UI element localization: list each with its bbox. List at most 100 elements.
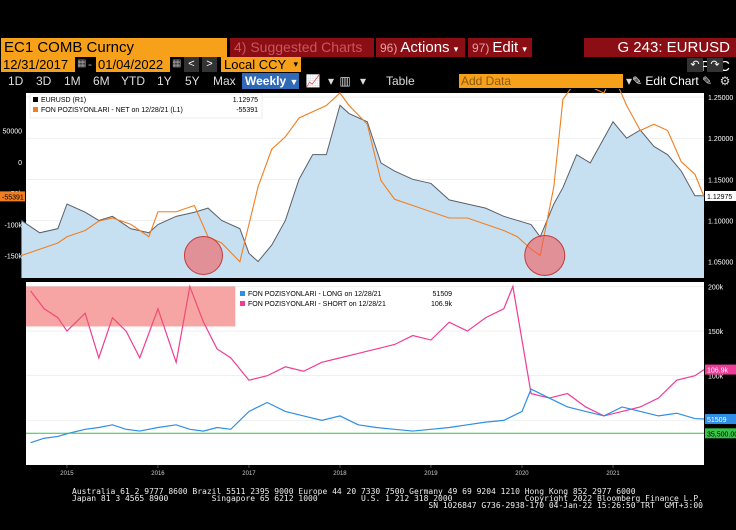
dropdown-arrow-icon[interactable]: ▾ — [327, 74, 335, 88]
footer-line-1: Australia 61 2 9777 8600 Brazil 5511 239… — [72, 487, 636, 496]
right-tick-label: 1.20000 — [708, 136, 733, 143]
actions-num: 96) — [380, 41, 398, 55]
actions-label: Actions — [400, 39, 450, 56]
net-line — [21, 89, 705, 263]
left-tick-label: -100k — [4, 222, 22, 229]
table-button[interactable]: Table — [386, 74, 415, 88]
highlight-rect-short — [26, 286, 236, 327]
left-tick-label: 50000 — [3, 129, 23, 136]
dropdown-arrow-icon: ▼ — [289, 77, 299, 87]
x-tick-label: 2018 — [333, 471, 347, 477]
highlight-circle-2016 — [183, 236, 223, 275]
eurusd-last-label-bg — [705, 190, 736, 201]
short-last-label-bg — [705, 364, 736, 375]
reference-last-label: 35,500.00 — [707, 431, 736, 438]
x-tick-label: 2020 — [515, 471, 529, 477]
legends: EURUSD (R1) 1.12975 FON POZISYONLARI - NET… — [29, 93, 452, 308]
start-date-field[interactable]: 12/31/2017 — [1, 57, 75, 72]
dropdown-arrow-icon: ▾ — [453, 44, 459, 54]
suggested-num: 4) — [234, 39, 247, 55]
lower-series — [26, 284, 705, 444]
legend-value: 51509 — [433, 291, 453, 298]
suggested-charts-button[interactable]: 4) Suggested Charts — [230, 38, 374, 57]
edit-chart-label: Edit Chart — [645, 74, 699, 88]
period-1d[interactable]: 1D — [8, 74, 24, 88]
upper-legend: EURUSD (R1) 1.12975 FON POZISYONLARI - NET… — [29, 93, 263, 119]
eurusd-area — [21, 105, 705, 278]
lower-legend: FON POZISYONLARI - LONG on 12/28/21 51509… — [240, 291, 452, 308]
edit-label: Edit — [492, 39, 519, 56]
x-tick-label: 2016 — [151, 471, 165, 477]
legend-label: FON POZISYONLARI - NET on 12/28/21 (L1) — [41, 107, 183, 114]
upper-series — [21, 89, 705, 278]
edit-button[interactable]: 97) Edit ▾ — [468, 38, 532, 57]
long-last-label-bg — [705, 414, 736, 425]
right-tick-label: 100k — [708, 374, 724, 381]
long-line — [30, 388, 705, 444]
short-last-label: 106.9k — [707, 368, 729, 375]
suggested-label: Suggested Charts — [250, 39, 363, 55]
left-tick-label: 0 — [18, 160, 22, 167]
dropdown-arrow-icon[interactable]: ▾ — [359, 74, 367, 88]
upper-legend-box — [29, 93, 263, 119]
calendar-icon[interactable]: ▦ — [77, 58, 87, 69]
axes: 1.25000 1.20000 1.15000 1.10000 1.05000 50000… — [0, 95, 736, 477]
footer-line-3: SN 1026847 G736-2938-170 04-Jan-22 15:26… — [72, 501, 703, 510]
right-tick-label: 1.10000 — [708, 218, 733, 225]
net-last-label: -55391 — [2, 194, 24, 201]
security-field[interactable]: EC1 COMB Curncy — [1, 38, 227, 57]
actions-button[interactable]: 96) Actions ▾ — [376, 38, 465, 57]
legend-swatch — [33, 97, 38, 102]
pencil-icon: ✎ — [632, 74, 643, 88]
dropdown-arrow-icon: ▾ — [522, 44, 527, 54]
x-tick-label: 2015 — [60, 471, 74, 477]
legend-value: -55391 — [236, 107, 258, 114]
period-1y[interactable]: 1Y — [157, 74, 172, 88]
period-3d[interactable]: 3D — [36, 74, 52, 88]
edit-num: 97) — [472, 41, 490, 55]
end-date-field[interactable]: 01/04/2022 — [96, 57, 170, 72]
edit-chart-button[interactable]: ✎ Edit Chart — [632, 73, 699, 89]
legend-label: FON POZISYONLARI - SHORT on 12/28/21 — [248, 301, 386, 308]
legend-value: 1.12975 — [233, 97, 258, 104]
calendar-icon[interactable]: ▦ — [172, 58, 182, 69]
reference-last-label-bg — [705, 428, 736, 439]
dropdown-arrow-icon[interactable]: ▾ — [625, 74, 633, 88]
right-tick-label: 150k — [708, 329, 724, 336]
settings-icon[interactable]: ✎ — [701, 74, 713, 88]
period-1m[interactable]: 1M — [64, 74, 81, 88]
x-tick-label: 2017 — [242, 471, 256, 477]
right-tick-label: 1.05000 — [708, 260, 733, 267]
function-title: G 243: EURUSD CFTC — [584, 38, 736, 75]
undo-icon[interactable]: ↶ — [687, 58, 703, 72]
date-separator: - — [88, 57, 92, 71]
dropdown-arrow-icon: ▾ — [293, 59, 298, 69]
chevron-left-icon[interactable]: < — [184, 57, 199, 72]
period-max[interactable]: Max — [213, 74, 236, 88]
period-6m[interactable]: 6M — [93, 74, 110, 88]
x-tick-label: 2019 — [424, 471, 438, 477]
period-ytd[interactable]: YTD — [121, 74, 145, 88]
left-tick-label: -150k — [4, 254, 22, 261]
gear-icon[interactable]: ⚙ — [719, 74, 731, 88]
chart-area[interactable]: 1.25000 1.20000 1.15000 1.10000 1.05000 50000… — [0, 89, 736, 481]
period-5y[interactable]: 5Y — [185, 74, 200, 88]
add-data-input[interactable]: Add Data — [459, 74, 623, 88]
right-tick-label: 1.15000 — [708, 177, 733, 184]
highlight-circle-2020 — [524, 235, 566, 276]
legend-label: FON POZISYONLARI - LONG on 12/28/21 — [248, 291, 382, 298]
x-tick-label: 2021 — [606, 471, 620, 477]
net-last-label-bg — [0, 191, 25, 202]
line-chart-icon[interactable]: 📈 — [305, 74, 321, 88]
legend-value: 106.9k — [431, 301, 453, 308]
currency-select[interactable]: Local CCY ▾ — [221, 57, 301, 72]
frequency-label: Weekly — [245, 74, 287, 88]
eurusd-line — [21, 104, 704, 263]
chevron-right-icon[interactable]: > — [202, 57, 217, 72]
eurusd-last-label: 1.12975 — [707, 194, 732, 201]
annotations — [26, 235, 566, 327]
right-tick-label: 200k — [708, 284, 724, 291]
bar-chart-icon[interactable]: ▥ — [339, 74, 351, 88]
frequency-select[interactable]: Weekly ▼ — [242, 73, 299, 89]
redo-icon[interactable]: ↷ — [707, 58, 723, 72]
